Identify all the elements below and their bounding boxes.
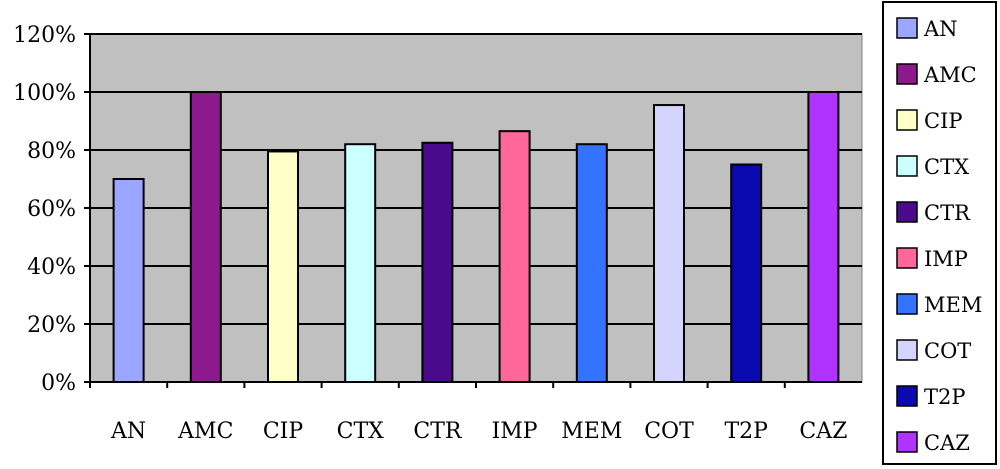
legend-swatch-caz xyxy=(896,431,918,453)
bar-ctx xyxy=(344,143,377,383)
legend-swatch-ctr xyxy=(896,201,918,223)
x-tick-label: MEM xyxy=(561,419,622,444)
legend-label-an: AN xyxy=(923,17,958,41)
legend-label-cot: COT xyxy=(924,339,971,363)
bar-mem xyxy=(575,143,608,383)
y-tick-label: 100% xyxy=(13,81,76,106)
bar-cot xyxy=(653,104,685,384)
y-tick-label: 40% xyxy=(27,255,76,280)
legend-swatch-t2p xyxy=(896,385,918,407)
legend-label-caz: CAZ xyxy=(924,431,970,455)
legend-label-cip: CIP xyxy=(924,109,963,133)
bar-an xyxy=(112,178,145,383)
x-tick-label: AN xyxy=(110,419,146,444)
legend-label-ctr: CTR xyxy=(924,201,971,225)
bar-imp xyxy=(498,130,531,383)
legend-label-t2p: T2P xyxy=(924,385,966,409)
legend-swatch-an xyxy=(896,17,918,39)
legend-swatch-ctx xyxy=(896,155,918,177)
legend-swatch-cot xyxy=(896,339,918,361)
legend-label-ctx: CTX xyxy=(924,155,969,179)
bar-t2p xyxy=(730,163,763,383)
bar-cip xyxy=(267,150,299,383)
bar-amc xyxy=(189,91,222,383)
x-tick-label: CTR xyxy=(413,419,463,444)
y-tick-label: 80% xyxy=(27,139,76,164)
legend-label-mem: MEM xyxy=(924,293,982,317)
y-tick-label: 20% xyxy=(27,313,76,338)
y-tick-label: 0% xyxy=(41,371,76,396)
bar-ctr xyxy=(421,141,454,383)
legend-swatch-amc xyxy=(896,63,918,85)
x-tick-label: AMC xyxy=(177,419,233,444)
x-tick-label: T2P xyxy=(724,419,768,444)
y-tick-label: 120% xyxy=(13,23,76,48)
x-tick-label: CAZ xyxy=(799,419,847,444)
legend-label-imp: IMP xyxy=(924,247,968,271)
x-tick-label: COT xyxy=(644,419,694,444)
x-tick-label: IMP xyxy=(492,419,538,444)
x-tick-label: CIP xyxy=(263,419,304,444)
legend-swatch-cip xyxy=(896,109,918,131)
x-tick-label: CTX xyxy=(337,419,385,444)
legend-label-amc: AMC xyxy=(923,63,977,87)
bar-caz xyxy=(807,91,840,383)
y-tick-label: 60% xyxy=(27,197,76,222)
legend-swatch-imp xyxy=(896,247,918,269)
legend-swatch-mem xyxy=(896,293,918,315)
